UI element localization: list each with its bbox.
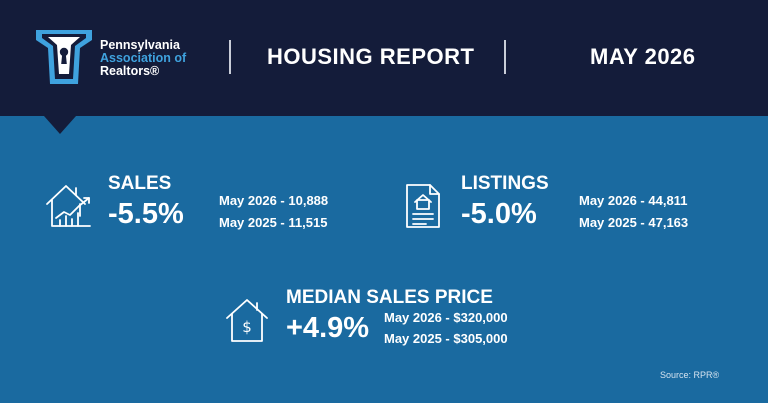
brand-name: Pennsylvania Association of Realtors®: [100, 39, 186, 78]
keystone-logo-icon: [36, 30, 92, 84]
listings-label: LISTINGS: [461, 173, 549, 194]
listings-percent: -5.0%: [461, 198, 537, 230]
svg-text:$: $: [242, 318, 252, 336]
report-title: HOUSING REPORT: [267, 44, 475, 69]
header-divider: [504, 40, 506, 74]
header-bar: [0, 0, 768, 116]
sales-label: SALES: [108, 173, 172, 194]
house-dollar-icon: $: [226, 299, 268, 342]
report-date: MAY 2026: [590, 44, 696, 69]
brand-line-1: Pennsylvania: [100, 38, 180, 52]
header-divider: [229, 40, 231, 74]
price-label: MEDIAN SALES PRICE: [286, 287, 493, 308]
sales-previous: May 2025 - 11,515: [219, 215, 328, 230]
listings-current: May 2026 - 44,811: [579, 193, 688, 208]
house-chart-icon: [46, 185, 91, 227]
listings-previous: May 2025 - 47,163: [579, 215, 689, 230]
header-notch: [44, 116, 76, 134]
price-percent: +4.9%: [286, 312, 370, 344]
sales-percent: -5.5%: [108, 198, 184, 230]
price-current: May 2026 - $320,000: [384, 310, 508, 325]
brand-line-2: Association of: [100, 51, 187, 65]
document-house-icon: [406, 184, 440, 228]
price-previous: May 2025 - $305,000: [384, 331, 508, 346]
source-note: Source: RPR®: [660, 370, 720, 380]
sales-current: May 2026 - 10,888: [219, 193, 329, 208]
brand-line-3: Realtors®: [100, 64, 160, 78]
